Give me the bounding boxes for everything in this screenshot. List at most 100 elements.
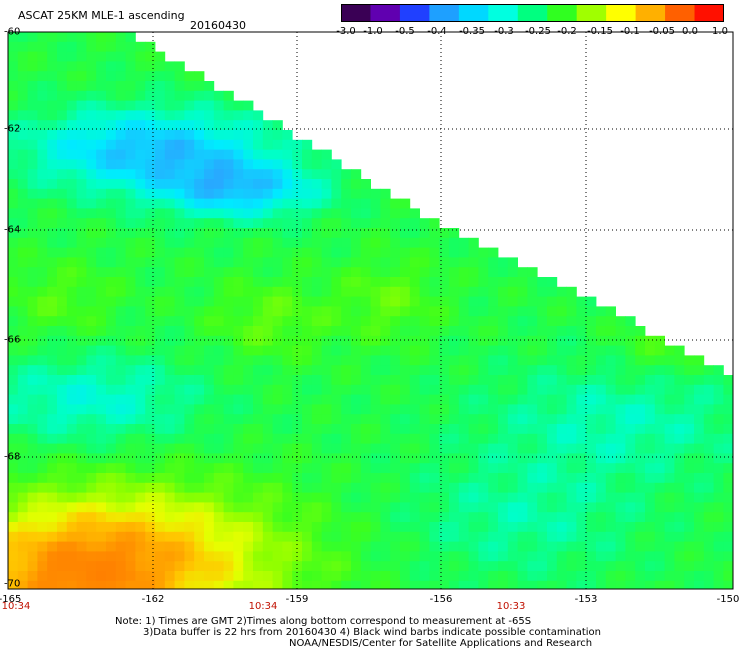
data-cell xyxy=(262,296,273,307)
data-cell xyxy=(204,345,215,356)
data-cell xyxy=(419,512,430,523)
data-cell xyxy=(370,277,381,288)
data-cell xyxy=(468,277,479,288)
data-cell xyxy=(8,492,19,503)
data-cell xyxy=(302,237,313,248)
data-cell xyxy=(370,482,381,493)
data-cell xyxy=(223,492,234,503)
data-cell xyxy=(125,453,136,464)
data-cell xyxy=(468,473,479,484)
data-cell xyxy=(713,502,724,513)
data-cell xyxy=(47,512,58,523)
data-cell xyxy=(243,482,254,493)
data-cell xyxy=(390,296,401,307)
data-cell xyxy=(694,453,705,464)
data-cell xyxy=(419,561,430,572)
data-cell xyxy=(125,463,136,474)
data-cell xyxy=(645,384,656,395)
data-cell xyxy=(253,551,264,562)
data-cell xyxy=(321,473,332,484)
data-cell xyxy=(586,306,597,317)
data-cell xyxy=(194,286,205,297)
data-cell xyxy=(125,365,136,376)
data-cell xyxy=(86,130,97,141)
data-cell xyxy=(635,551,646,562)
data-cell xyxy=(76,355,87,366)
data-cell xyxy=(145,345,156,356)
data-cell xyxy=(145,296,156,307)
data-cell xyxy=(615,482,626,493)
data-cell xyxy=(488,365,499,376)
data-cell xyxy=(615,571,626,582)
data-cell xyxy=(223,218,234,229)
data-cell xyxy=(390,355,401,366)
data-cell xyxy=(37,551,48,562)
data-cell xyxy=(468,502,479,513)
data-cell xyxy=(174,71,185,82)
data-cell xyxy=(155,551,166,562)
data-cell xyxy=(155,208,166,219)
data-cell xyxy=(8,267,19,278)
data-cell xyxy=(174,433,185,444)
data-cell xyxy=(282,355,293,366)
data-cell xyxy=(204,482,215,493)
data-cell xyxy=(507,394,518,405)
data-cell xyxy=(164,71,175,82)
data-cell xyxy=(223,306,234,317)
data-cell xyxy=(635,453,646,464)
data-cell xyxy=(66,41,77,52)
data-cell xyxy=(17,179,28,190)
data-cell xyxy=(96,81,107,92)
data-cell xyxy=(556,296,567,307)
data-cell xyxy=(243,198,254,209)
data-cell xyxy=(66,198,77,209)
data-cell xyxy=(262,149,273,160)
data-cell xyxy=(57,512,68,523)
data-cell xyxy=(17,41,28,52)
data-cell xyxy=(302,482,313,493)
data-cell xyxy=(654,453,665,464)
data-cell xyxy=(321,267,332,278)
data-cell xyxy=(556,384,567,395)
data-cell xyxy=(517,571,528,582)
data-cell xyxy=(694,482,705,493)
data-cell xyxy=(498,365,509,376)
data-cell xyxy=(27,159,38,170)
data-cell xyxy=(400,296,411,307)
data-cell xyxy=(537,433,548,444)
data-cell xyxy=(164,502,175,513)
data-cell xyxy=(106,169,117,180)
data-cell xyxy=(380,522,391,533)
data-cell xyxy=(243,247,254,258)
data-cell xyxy=(331,267,342,278)
data-cell xyxy=(233,139,244,150)
data-cell xyxy=(47,139,58,150)
data-cell xyxy=(213,149,224,160)
data-cell xyxy=(47,71,58,82)
data-cell xyxy=(664,345,675,356)
data-cell xyxy=(321,169,332,180)
data-cell xyxy=(547,404,558,415)
data-cell xyxy=(341,237,352,248)
data-cell xyxy=(478,571,489,582)
data-cell xyxy=(409,296,420,307)
data-cell xyxy=(556,551,567,562)
data-cell xyxy=(292,296,303,307)
data-cell xyxy=(351,531,362,542)
data-cell xyxy=(76,149,87,160)
data-cell xyxy=(674,404,685,415)
data-cell xyxy=(331,414,342,425)
data-cell xyxy=(86,179,97,190)
data-cell xyxy=(184,561,195,572)
data-cell xyxy=(596,404,607,415)
data-cell xyxy=(341,551,352,562)
data-cell xyxy=(194,375,205,386)
data-cell xyxy=(66,257,77,268)
data-cell xyxy=(125,345,136,356)
data-cell xyxy=(57,149,68,160)
data-cell xyxy=(409,208,420,219)
data-cell xyxy=(498,512,509,523)
data-cell xyxy=(233,345,244,356)
data-cell xyxy=(27,286,38,297)
data-cell xyxy=(351,218,362,229)
